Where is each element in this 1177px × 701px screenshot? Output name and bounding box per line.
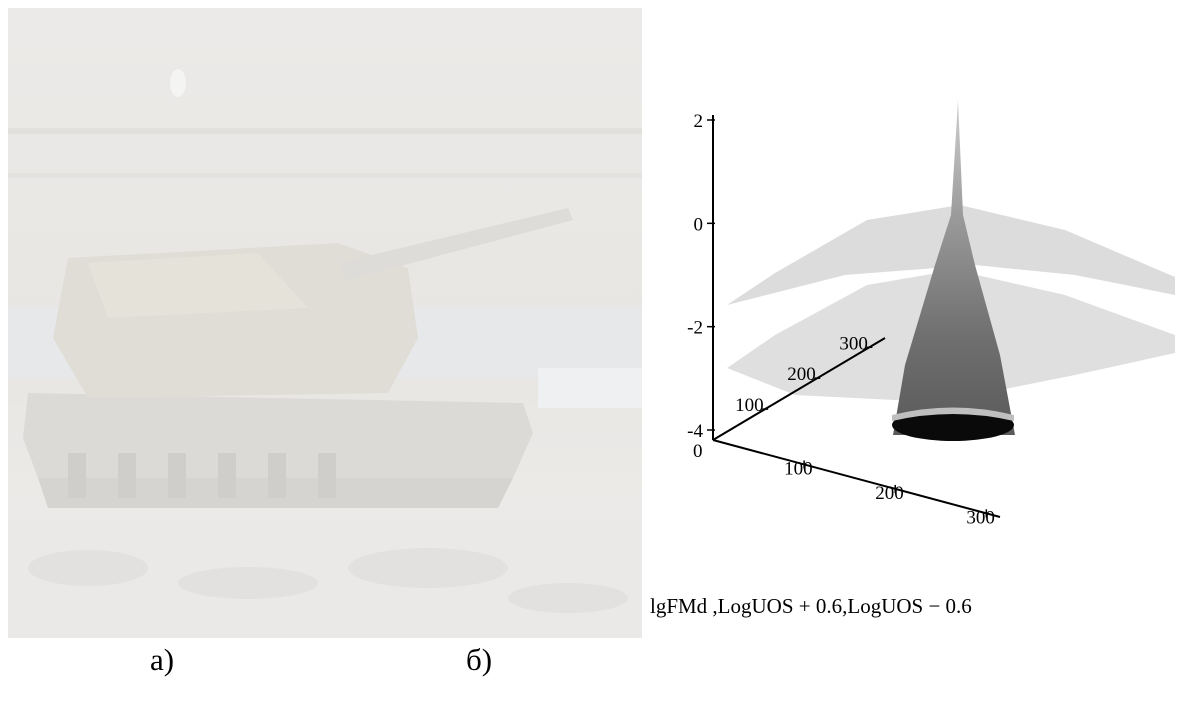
y-tick-label: 300 [839, 333, 868, 354]
caption-a: а) [150, 642, 175, 677]
cone-base [892, 409, 1014, 441]
x-axis-line [712, 439, 1001, 518]
x-tick-label: 200 [875, 483, 904, 504]
z-tick-label: 2 [694, 111, 704, 132]
vehicle-photo [8, 8, 642, 638]
z-tick-label: 0 [694, 214, 704, 235]
y-axis-line [712, 337, 886, 441]
series-lgFMd-cone [893, 100, 1015, 435]
z-tick-label: -2 [687, 318, 703, 339]
y-tick-label: 100 [735, 395, 764, 416]
x-tick-label: 0 [693, 441, 703, 462]
surface-plot: 2 0 -2 -4 0 100 200 300 100 200 300 [645, 95, 1175, 535]
x-tick-label: 300 [966, 507, 995, 528]
x-tick-label: 100 [784, 458, 813, 479]
plot-legend-text: lgFMd ,LogUOS + 0.6,LogUOS − 0.6 [650, 594, 972, 618]
caption-b: б) [466, 642, 493, 677]
y-tick-label: 200 [787, 364, 816, 385]
z-tick-label: -4 [687, 421, 703, 442]
